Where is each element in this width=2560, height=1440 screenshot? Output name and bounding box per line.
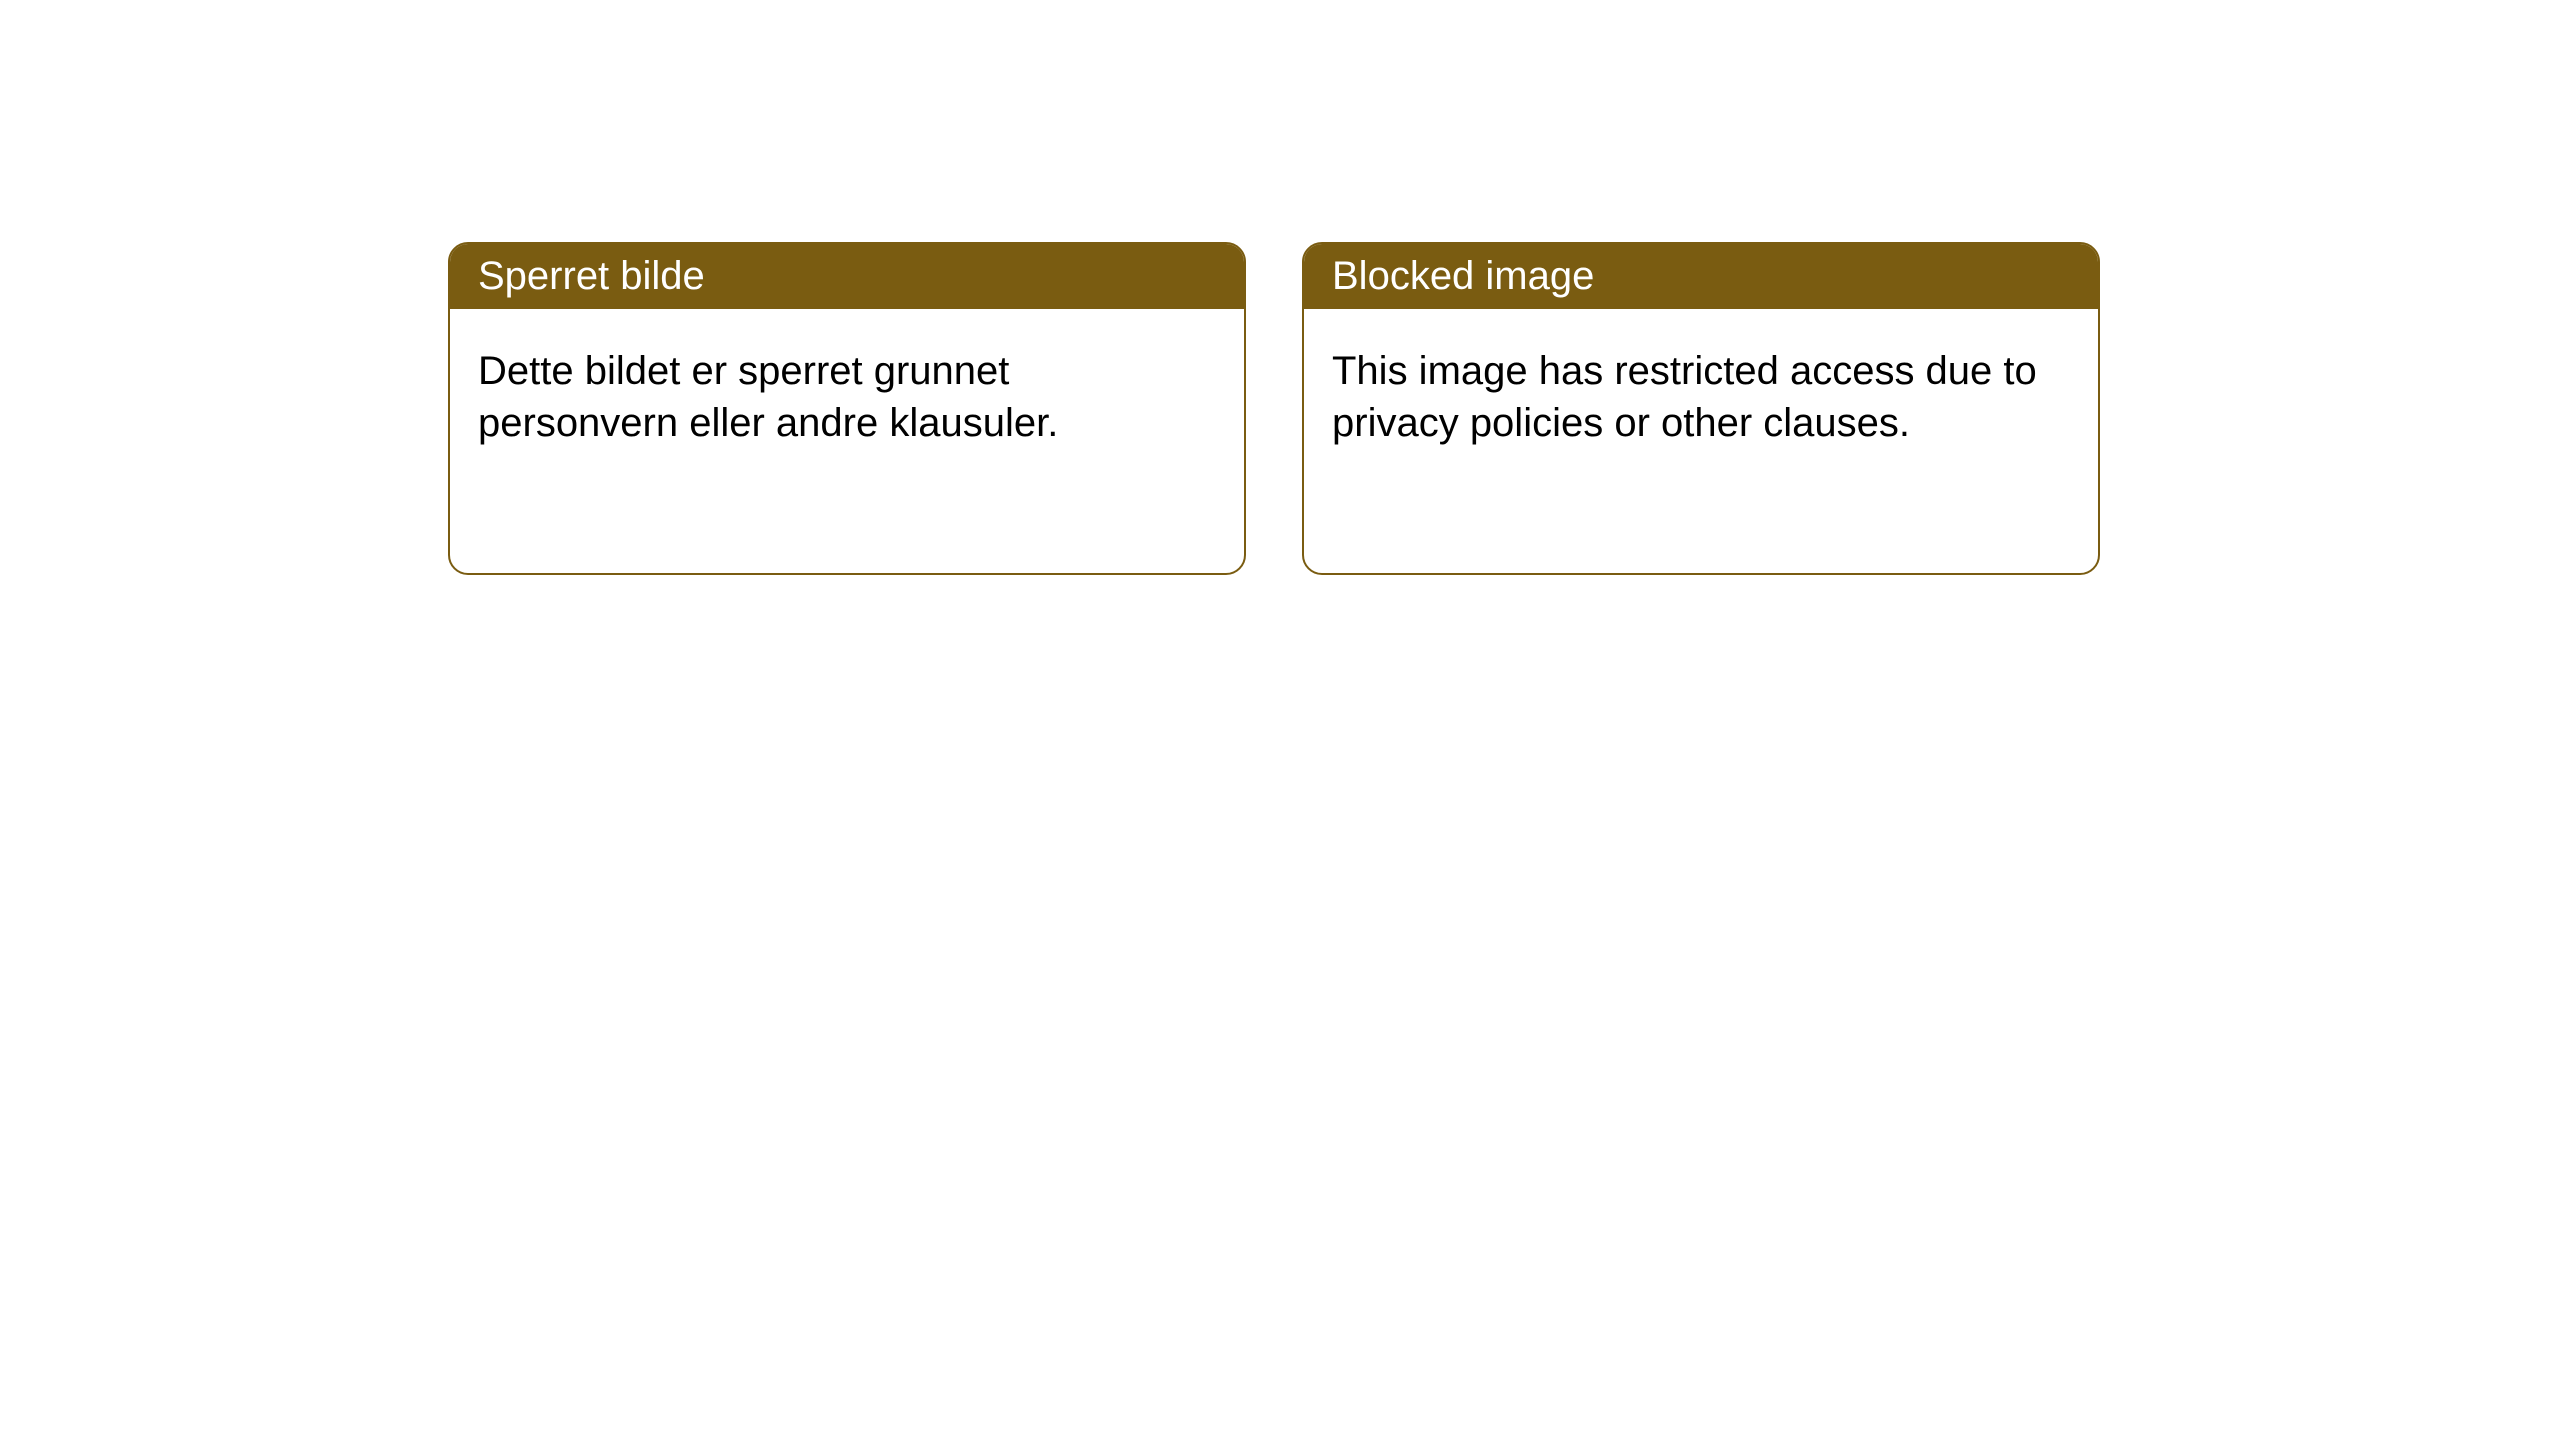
card-title: Blocked image xyxy=(1332,254,1594,298)
card-header: Blocked image xyxy=(1304,244,2098,309)
card-message: Dette bildet er sperret grunnet personve… xyxy=(478,349,1058,445)
card-body: This image has restricted access due to … xyxy=(1304,309,2098,485)
notice-cards-container: Sperret bilde Dette bildet er sperret gr… xyxy=(0,0,2560,575)
notice-card-english: Blocked image This image has restricted … xyxy=(1302,242,2100,575)
card-header: Sperret bilde xyxy=(450,244,1244,309)
card-title: Sperret bilde xyxy=(478,254,705,298)
notice-card-norwegian: Sperret bilde Dette bildet er sperret gr… xyxy=(448,242,1246,575)
card-body: Dette bildet er sperret grunnet personve… xyxy=(450,309,1244,485)
card-message: This image has restricted access due to … xyxy=(1332,349,2037,445)
